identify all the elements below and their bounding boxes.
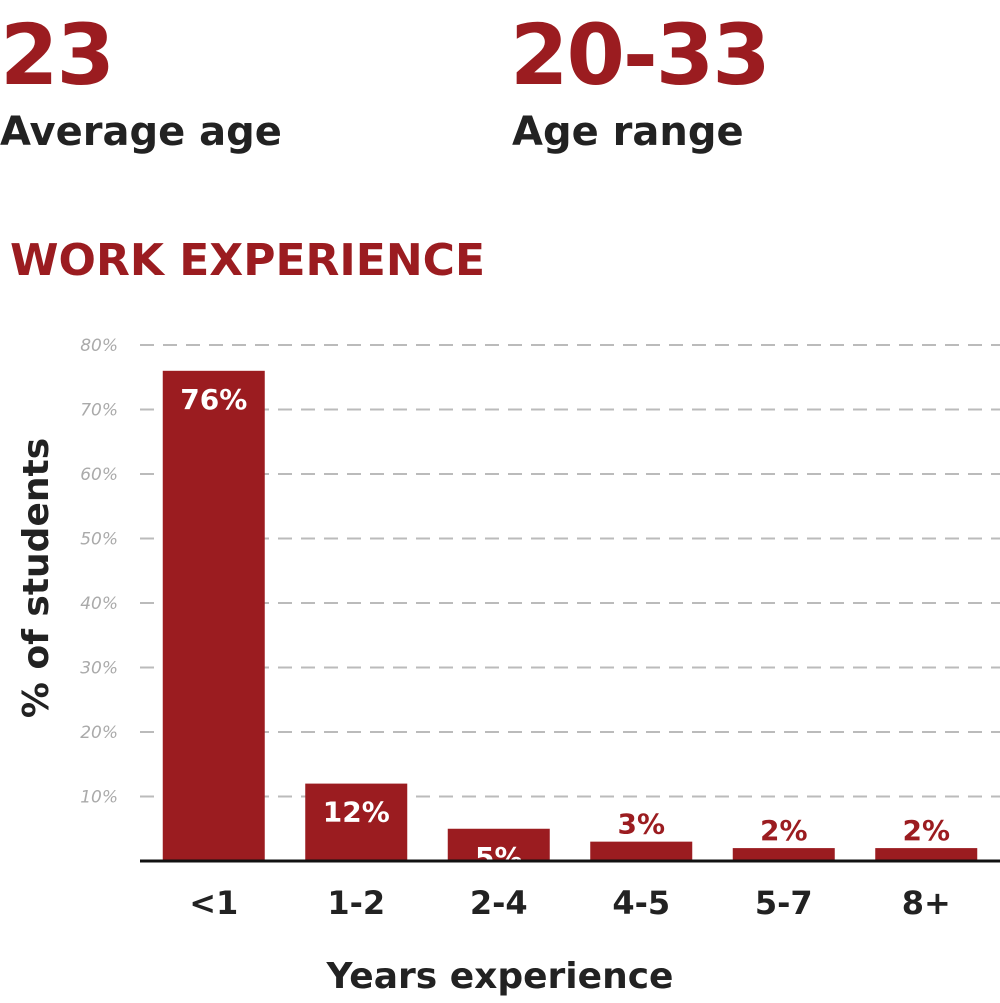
x-tick-label: <1 (189, 884, 238, 922)
bar (590, 841, 693, 861)
value-label: 3% (617, 808, 665, 841)
bar (732, 848, 835, 861)
value-label: 2% (760, 814, 808, 847)
y-tick-label: 20% (80, 723, 118, 743)
x-tick-label: 8+ (902, 884, 951, 922)
y-tick-label: 10% (80, 788, 118, 808)
value-label: 5% (475, 841, 523, 874)
bar (875, 848, 978, 861)
y-tick-label: 40% (80, 594, 118, 614)
y-tick-label: 30% (80, 659, 118, 679)
y-axis-label: % of students (16, 438, 57, 718)
stat-label: Average age (0, 109, 282, 155)
value-label: 2% (902, 814, 950, 847)
x-tick-label: 1-2 (327, 884, 385, 922)
stat-value: 20-33 (510, 6, 769, 104)
stat-value: 23 (0, 6, 113, 104)
y-tick-label: 60% (80, 465, 118, 485)
y-tick-label: 70% (80, 401, 118, 421)
value-label: 12% (323, 796, 390, 829)
x-tick-label: 2-4 (470, 884, 528, 922)
y-tick-label: 80% (80, 336, 118, 356)
stat-label: Age range (512, 109, 744, 155)
value-label: 76% (180, 383, 247, 416)
x-axis-label: Years experience (326, 956, 674, 997)
x-tick-label: 5-7 (755, 884, 813, 922)
bar (162, 370, 265, 861)
bar (305, 783, 408, 861)
bar (447, 828, 550, 861)
y-tick-label: 50% (80, 530, 118, 550)
chart-title: WORK EXPERIENCE (10, 235, 485, 286)
x-tick-label: 4-5 (612, 884, 670, 922)
